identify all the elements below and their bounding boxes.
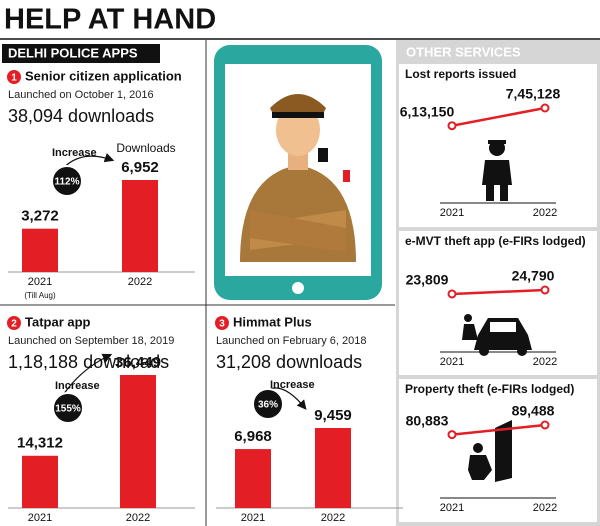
category-label: 2021 (241, 512, 265, 524)
category-label: 2022 (533, 502, 557, 514)
section-label: DELHI POLICE APPS (8, 45, 138, 60)
chart-subtitle: Launched on February 6, 2018 (216, 335, 366, 347)
car-icon (462, 314, 532, 356)
bar (120, 375, 156, 508)
increase-value: 155% (55, 404, 81, 415)
section-label-bg (2, 44, 160, 63)
point (540, 285, 550, 295)
increase-label: Increase (270, 379, 315, 391)
category-label: 2021 (28, 512, 52, 524)
increase-badge (252, 388, 284, 420)
downloads: 38,094 downloads (8, 106, 154, 126)
bar (22, 455, 58, 508)
chart-title: Tatpar app (25, 314, 91, 329)
value-label: 3,272 (21, 208, 59, 225)
value-label: 14,312 (17, 435, 63, 452)
panel-title-box: Lost reports issued (405, 67, 517, 81)
number-badge (7, 70, 21, 84)
chart-number: 3 (219, 319, 225, 330)
value-label: 9,459 (314, 407, 352, 424)
chart-subtitle: Launched on September 18, 2019 (8, 335, 174, 347)
page-title: HELP AT HAND (4, 4, 216, 36)
increase-badge (51, 165, 83, 197)
bar (315, 428, 351, 508)
phone-illustration (214, 45, 382, 300)
increase-label: Increase (55, 380, 100, 392)
downloads: 1,18,188 downloads (8, 352, 169, 372)
increase-value: 112% (54, 177, 79, 188)
value-label: 7,45,128 (506, 86, 561, 102)
panel-title: e-MVT theft app (e-FIRs lodged) (405, 234, 586, 248)
point (447, 430, 457, 440)
category-label: 2021 (440, 207, 464, 219)
value-label: 6,952 (121, 159, 159, 176)
increase-value: 36% (258, 400, 278, 411)
panel-title-box: e-MVT theft app (e-FIRs lodged) (405, 234, 586, 248)
number-badge (215, 316, 229, 330)
chart-number: 1 (11, 73, 17, 84)
bar (122, 180, 158, 272)
value-label: 36,449 (115, 354, 161, 371)
panel-title: Lost reports issued (405, 67, 517, 81)
value-label: 89,488 (512, 403, 555, 419)
increase-badge (52, 392, 84, 424)
value-label: 6,13,150 (400, 103, 455, 119)
panel-title-box: Property theft (e-FIRs lodged) (405, 382, 575, 396)
category-label: 2022 (128, 276, 152, 288)
value-label: 24,790 (512, 268, 555, 284)
category-label: 2021 (440, 502, 464, 514)
value-label: 6,968 (234, 428, 272, 445)
chart-subtitle: Launched on October 1, 2016 (8, 89, 154, 101)
downloads: 31,208 downloads (216, 352, 362, 372)
category-label: 2021 (28, 276, 52, 288)
point (540, 420, 550, 430)
point (447, 121, 457, 131)
point (540, 103, 550, 113)
category-label: 2021 (440, 356, 464, 368)
category-label: 2022 (533, 356, 557, 368)
category-note: (Till Aug) (24, 291, 56, 300)
chart-title: Himmat Plus (233, 314, 312, 329)
thief-icon (468, 420, 512, 482)
increase-label: Increase (52, 147, 97, 159)
line (451, 288, 546, 296)
bar (22, 228, 58, 272)
chart-title: Senior citizen application (25, 68, 182, 83)
section-label: OTHER SERVICES (406, 44, 521, 59)
value-label: 23,809 (406, 272, 449, 288)
line (451, 106, 546, 127)
police-icon (482, 140, 512, 201)
number-badge (7, 316, 21, 330)
category-label: 2022 (533, 207, 557, 219)
point (447, 289, 457, 299)
category-label: 2022 (126, 512, 150, 524)
category-label: 2022 (321, 512, 345, 524)
values-label: Downloads (116, 141, 175, 155)
chart-number: 2 (11, 319, 17, 330)
panel-title: Property theft (e-FIRs lodged) (405, 382, 575, 396)
value-label: 80,883 (406, 412, 449, 428)
panel (399, 231, 597, 375)
bar (235, 449, 271, 508)
line (451, 423, 546, 436)
